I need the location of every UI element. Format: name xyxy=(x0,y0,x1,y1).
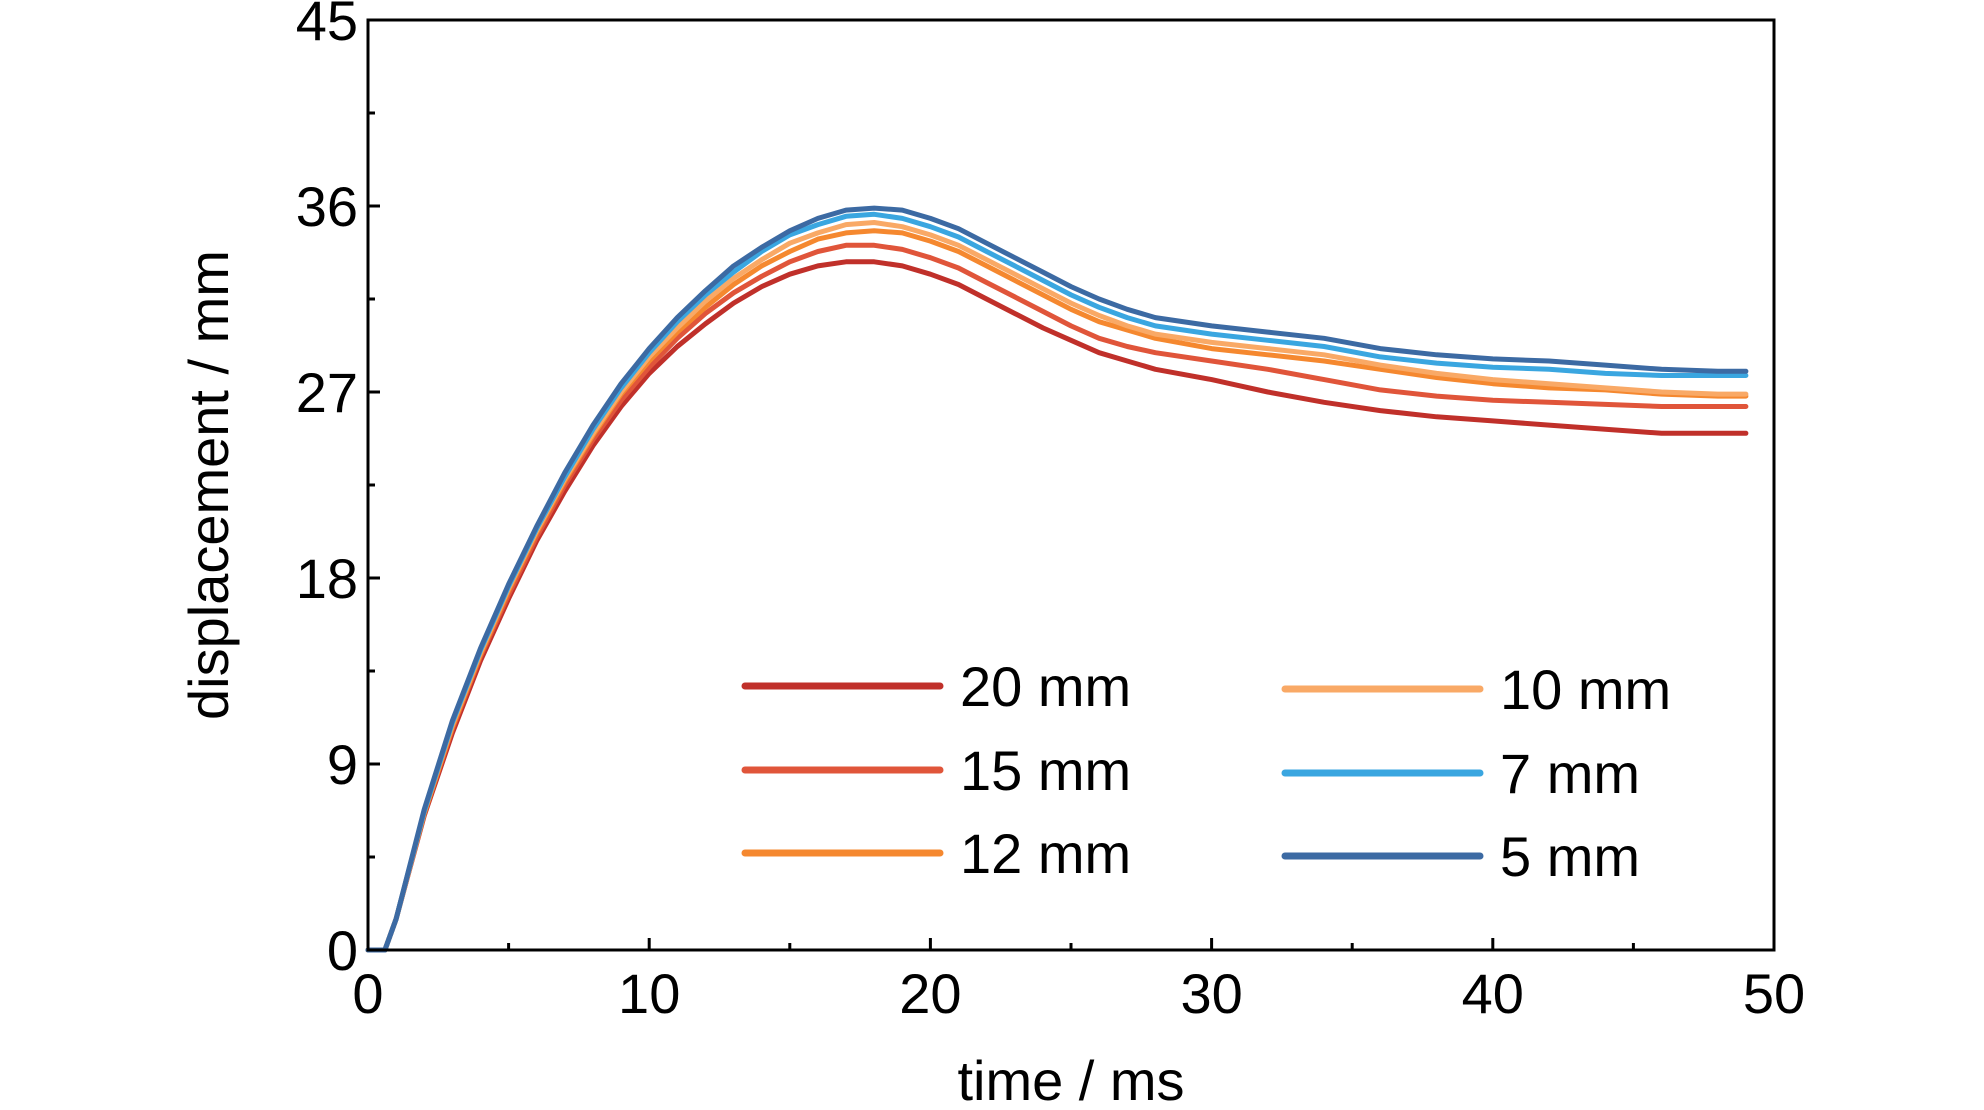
x-tick-label: 30 xyxy=(1180,962,1242,1025)
legend-label-4: 10 mm xyxy=(1500,658,1671,721)
y-axis-title: displacement / mm xyxy=(177,250,240,720)
legend-label-1: 20 mm xyxy=(960,655,1131,718)
x-tick-label: 20 xyxy=(899,962,961,1025)
y-tick-label: 18 xyxy=(296,547,358,610)
legend-label-3: 12 mm xyxy=(960,822,1131,885)
plot-area xyxy=(365,205,1749,953)
x-tick-label: 40 xyxy=(1462,962,1524,1025)
y-tick-label: 45 xyxy=(296,0,358,52)
axis-ticks xyxy=(366,18,1776,952)
y-tick-label: 9 xyxy=(327,733,358,796)
plot-frame xyxy=(366,18,1776,952)
x-axis-title: time / ms xyxy=(957,1049,1184,1110)
series-line-6 xyxy=(365,205,1749,953)
legend-label-5: 7 mm xyxy=(1500,742,1640,805)
tick-labels: 0 10 20 30 40 50 0 9 18 27 36 45 xyxy=(296,0,1805,1025)
x-tick-label: 50 xyxy=(1743,962,1805,1025)
x-tick-label: 10 xyxy=(618,962,680,1025)
y-tick-label: 27 xyxy=(296,361,358,424)
legend-label-2: 15 mm xyxy=(960,739,1131,802)
legend: 20 mm 15 mm 12 mm 10 mm 7 mm 5 mm xyxy=(741,655,1671,888)
y-tick-label: 36 xyxy=(296,175,358,238)
x-tick-label: 0 xyxy=(352,962,383,1025)
y-tick-label: 0 xyxy=(327,919,358,982)
legend-label-6: 5 mm xyxy=(1500,825,1640,888)
